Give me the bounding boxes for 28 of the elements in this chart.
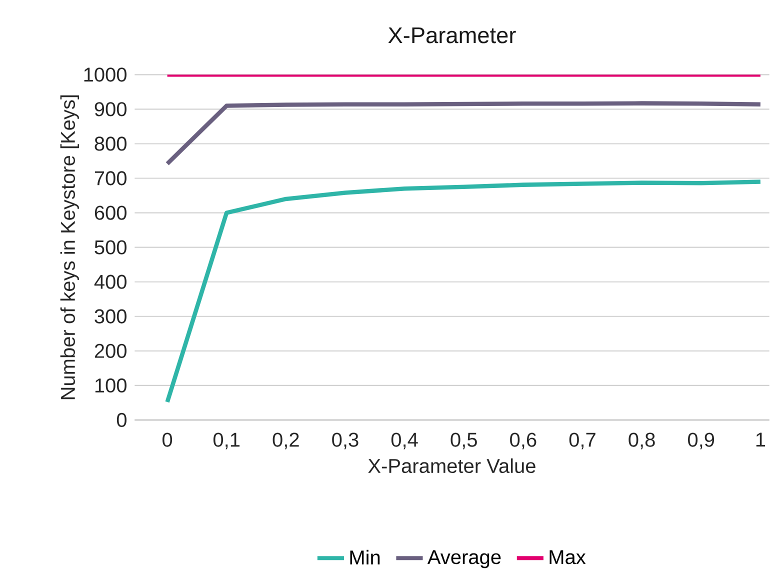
x-tick-label: 0,8 <box>628 432 655 450</box>
x-tick-label: 0,6 <box>510 432 536 450</box>
y-tick-label: 500 <box>94 240 126 254</box>
legend-label: Max <box>550 550 586 564</box>
x-tick-label: 0,2 <box>272 432 299 450</box>
y-axis-title: Number of keys in Keystore [Keys] <box>60 95 79 400</box>
y-tick-label: 900 <box>94 102 126 116</box>
x-tick-label: 0,7 <box>569 432 596 450</box>
y-tick-label: 600 <box>94 206 126 220</box>
y-tick-label: 0 <box>116 412 126 428</box>
x-tick-label: 0,9 <box>688 432 714 450</box>
chart-title: X-Parameter <box>388 27 516 44</box>
x-axis-title: X-Parameter Value <box>368 458 536 474</box>
y-tick-label: 700 <box>94 171 126 186</box>
x-tick-label: 0,3 <box>332 432 358 450</box>
x-tick-label: 1 <box>756 432 766 446</box>
y-tick-label: 100 <box>95 378 126 393</box>
y-tick-label: 300 <box>94 309 126 324</box>
y-tick-label: 1000 <box>84 68 126 82</box>
x-tick-label: 0,1 <box>213 432 240 450</box>
x-tick-label: 0,5 <box>450 432 477 450</box>
legend-label: Average <box>427 550 501 568</box>
y-tick-label: 200 <box>94 344 126 358</box>
y-tick-label: 400 <box>94 274 126 289</box>
x-tick-label: 0,4 <box>391 432 418 450</box>
y-tick-label: 800 <box>94 136 126 151</box>
legend-label: Min <box>350 550 380 564</box>
x-tick-label: 0 <box>162 432 172 447</box>
